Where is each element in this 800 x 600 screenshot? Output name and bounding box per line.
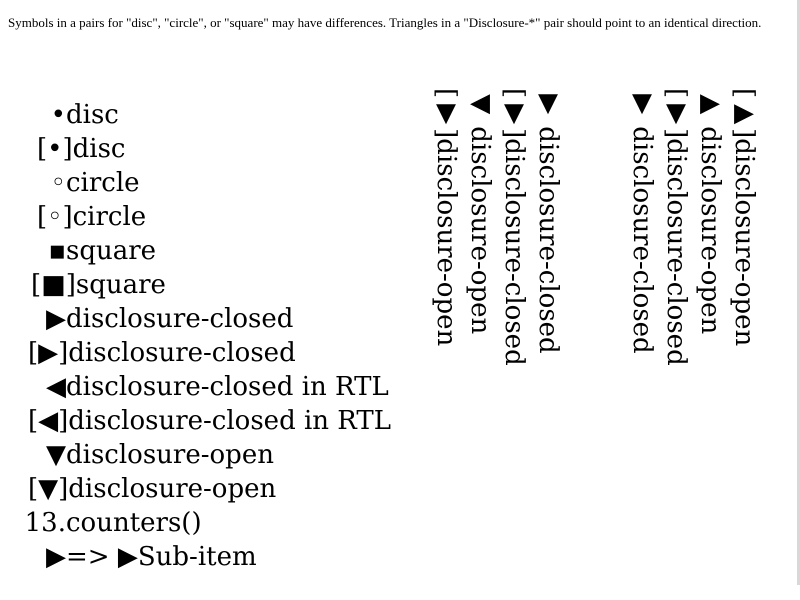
triangle-right-icon: ▶ <box>46 304 66 334</box>
list-item-text: [◦]circle <box>37 202 147 232</box>
vertical-list-item: ◀ disclosure-open <box>465 88 495 335</box>
list-item-text: square <box>66 236 157 266</box>
vertical-list-item: [▼]disclosure-open <box>431 88 461 347</box>
square-marker: ▪ <box>48 236 66 266</box>
list-item-text: disclosure-open <box>66 440 274 470</box>
list-item-text: [◀]disclosure-closed in RTL <box>28 406 392 436</box>
list-item-text: disclosure-closed in RTL <box>66 372 389 402</box>
triangle-left-icon: ◀ <box>46 372 66 402</box>
triangle-down-icon: ▼ <box>46 440 66 470</box>
list-item-text: disc <box>66 100 119 130</box>
vertical-list-item: [▼]disclosure-closed <box>499 88 529 366</box>
counter-marker: 13. <box>24 508 66 538</box>
list-item-text: [▼]disclosure-open <box>28 474 277 504</box>
vertical-list-item: ▶ disclosure-open <box>695 88 725 335</box>
scrollbar-edge[interactable] <box>797 0 800 585</box>
circle-marker: ◦ <box>50 168 66 198</box>
triangle-right-icon: ▶ <box>46 542 66 572</box>
list-item-text: circle <box>66 168 140 198</box>
list-item-text: => ▶Sub-item <box>66 542 257 572</box>
disc-marker: • <box>50 100 66 130</box>
list-item-text: disclosure-closed <box>66 304 294 334</box>
vertical-list-item: [▶]disclosure-open <box>729 88 759 347</box>
vertical-list-item: [▼]disclosure-closed <box>661 88 691 366</box>
vertical-list-item: ▼ disclosure-closed <box>627 88 657 354</box>
list-item-text: counters() <box>66 508 202 538</box>
test-instructions: Symbols in a pairs for "disc", "circle",… <box>8 15 762 30</box>
list-item-text: [▶]disclosure-closed <box>28 338 296 368</box>
vertical-list-item: ▼ disclosure-closed <box>533 88 563 354</box>
list-item-text: [•]disc <box>37 134 126 164</box>
list-item-text: [■]square <box>31 270 166 300</box>
